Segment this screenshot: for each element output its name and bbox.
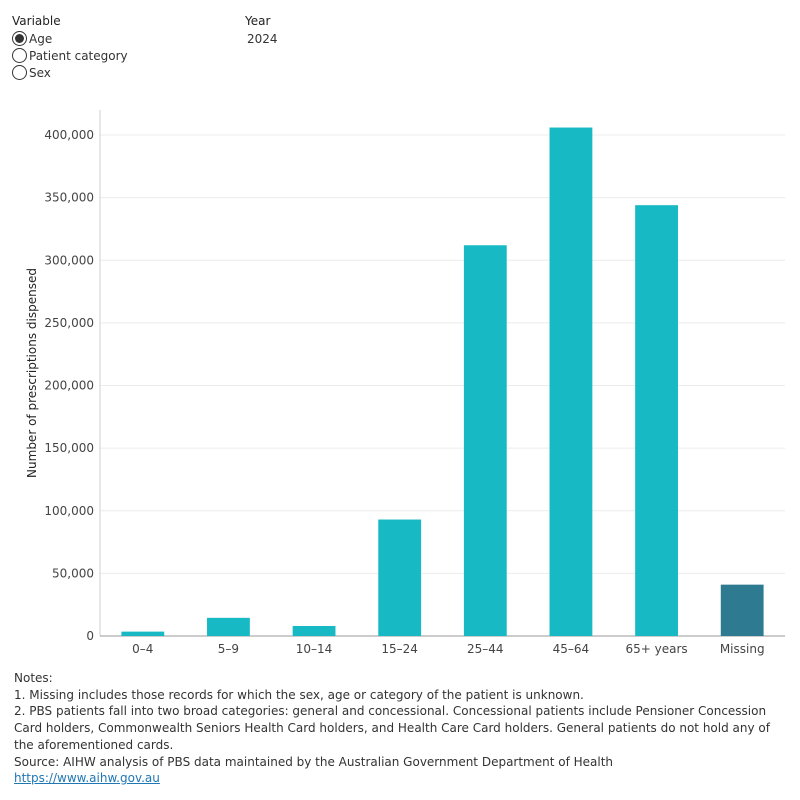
bar — [292, 625, 336, 636]
radio-button-sex[interactable] — [12, 65, 27, 80]
radio-option-sex[interactable]: Sex — [12, 65, 51, 80]
radio-button-age[interactable] — [12, 31, 27, 46]
source-link[interactable]: https://www.aihw.gov.au — [14, 771, 160, 786]
y-tick-label: 150,000 — [44, 441, 94, 455]
y-axis-label: Number of prescriptions dispensed — [25, 268, 39, 478]
bar — [207, 617, 250, 636]
y-tick-label: 0 — [86, 629, 94, 643]
radio-label-age: Age — [29, 31, 53, 46]
notes-heading: Notes: — [14, 671, 53, 685]
x-tick-label: Missing — [720, 642, 765, 656]
x-tick-label: 0–4 — [132, 642, 153, 656]
bar — [121, 631, 165, 636]
year-value: 2024 — [247, 32, 278, 46]
source-text: Source: AIHW analysis of PBS data mainta… — [14, 754, 614, 769]
variable-filter-label: Variable — [12, 14, 61, 28]
x-tick-label: 15–24 — [381, 642, 418, 656]
radio-label-patient-category: Patient category — [29, 48, 128, 63]
note-line-2: 2. PBS patients fall into two broad cate… — [14, 704, 770, 752]
y-tick-label: 250,000 — [44, 316, 94, 330]
x-tick-label: 45–64 — [553, 642, 590, 656]
radio-button-patient-category[interactable] — [12, 48, 27, 63]
bar — [635, 205, 678, 636]
y-tick-label: 200,000 — [44, 379, 94, 393]
note-line-1: 1. Missing includes those records for wh… — [14, 687, 584, 702]
x-tick-label: 65+ years — [625, 642, 687, 656]
x-tick-label: 5–9 — [218, 642, 239, 656]
x-tick-label: 10–14 — [296, 642, 333, 656]
y-tick-label: 350,000 — [44, 191, 94, 205]
radio-option-age[interactable]: Age — [12, 31, 52, 46]
y-tick-label: 400,000 — [44, 128, 94, 142]
notes-section: Notes: 1. Missing includes those records… — [14, 670, 784, 787]
y-tick-label: 300,000 — [44, 253, 94, 267]
bar — [549, 127, 593, 637]
y-tick-label: 100,000 — [44, 504, 94, 518]
bar — [463, 245, 507, 636]
radio-option-patient-category[interactable]: Patient category — [12, 48, 128, 63]
bar-chart: 0 50,000 100,000 150,000 200,000 250,000 300,0… — [25, 110, 785, 656]
year-filter-label: Year — [245, 14, 271, 28]
bar — [378, 519, 422, 636]
x-tick-label: 25–44 — [467, 642, 504, 656]
bar — [720, 584, 764, 636]
y-tick-label: 50,000 — [52, 566, 94, 580]
radio-label-sex: Sex — [29, 65, 51, 80]
